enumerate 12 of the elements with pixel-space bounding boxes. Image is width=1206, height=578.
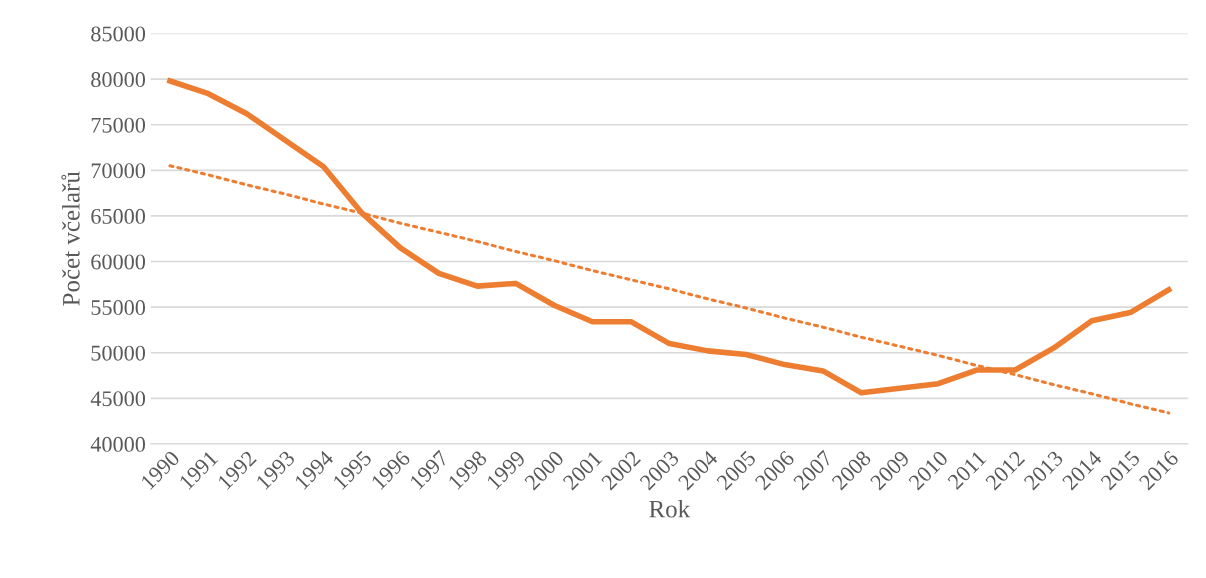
y-tick-label: 45000 <box>90 391 146 407</box>
y-tick-label: 50000 <box>91 345 146 361</box>
x-axis-title: Rok <box>649 500 691 518</box>
y-tick-label: 85000 <box>91 26 146 42</box>
y-tick-label: 60000 <box>91 254 146 270</box>
y-tick-label: 55000 <box>91 300 146 316</box>
y-tick-label: 80000 <box>91 72 146 88</box>
y-tick-label: 40000 <box>90 436 146 452</box>
y-tick-label: 75000 <box>91 117 146 133</box>
y-axis-title: Počet včelařů <box>61 171 80 306</box>
y-tick-label: 65000 <box>91 208 146 224</box>
y-tick-label: 70000 <box>91 163 146 179</box>
